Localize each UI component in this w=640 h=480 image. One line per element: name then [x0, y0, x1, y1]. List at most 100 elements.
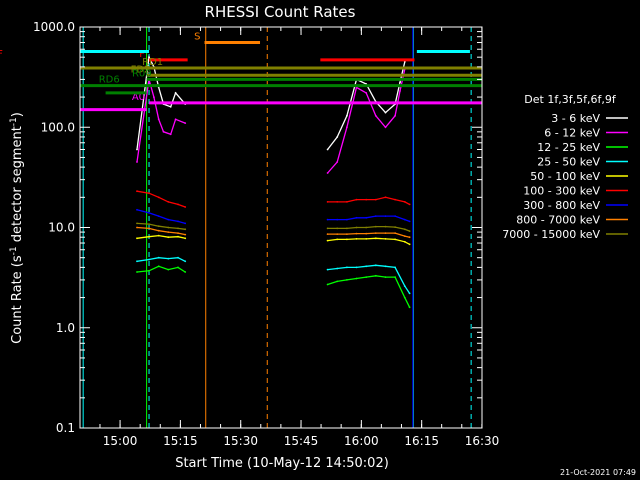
series-point-300-800-kev-6 — [184, 222, 187, 225]
legend-label-800-7000-kev: 800 - 7000 keV — [516, 214, 600, 227]
y-axis-label-sup1: -1 — [9, 246, 19, 255]
series-point-300-800-kev-14 — [394, 215, 396, 218]
series-line-50-100-kev-seg1 — [136, 234, 186, 239]
legend-label-12-25-kev: 12 - 25 keV — [537, 141, 600, 154]
series-800-7000-kev — [136, 226, 411, 239]
y-axis-label-end: ) — [10, 112, 25, 117]
series-point-3-6-kev-2 — [148, 56, 150, 59]
series-point-300-800-kev-12 — [374, 215, 377, 218]
x-tick-label: 16:00 — [344, 434, 379, 448]
series-point-800-7000-kev-15 — [403, 235, 406, 238]
series-point-300-800-kev-4 — [167, 218, 170, 221]
series-point-100-300-kev-16 — [408, 203, 411, 206]
state-label-a0: A0 — [132, 92, 145, 103]
series-point-25-50-kev-13 — [384, 265, 387, 268]
series-point-12-25-kev-15 — [403, 296, 406, 299]
series-point-12-25-kev-11 — [365, 276, 368, 278]
series-point-50-100-kev-13 — [384, 238, 387, 240]
series-point-100-300-kev-1 — [136, 190, 138, 193]
series-point-12-25-kev-13 — [384, 276, 387, 278]
series-point-300-800-kev-13 — [384, 215, 387, 218]
series-point-100-300-kev-9 — [346, 201, 348, 203]
series-point-50-100-kev-5 — [177, 235, 179, 238]
series-point-300-800-kev-11 — [365, 216, 368, 219]
x-tick-label: 15:15 — [163, 434, 198, 448]
y-tick-label: 1000.0 — [33, 20, 75, 34]
series-point-50-100-kev-15 — [403, 240, 406, 243]
series-100-300-kev — [136, 190, 411, 208]
series-point-800-7000-kev-9 — [346, 233, 348, 236]
series-point-300-800-kev-16 — [408, 220, 411, 223]
state-label-fd2: FD2 — [131, 64, 151, 75]
series-point-25-50-kev-16 — [408, 292, 411, 295]
legend-label-50-100-kev: 50 - 100 keV — [530, 170, 600, 183]
series-point-100-300-kev-6 — [184, 206, 187, 208]
series-point-50-100-kev-4 — [167, 236, 170, 239]
y-axis-label-main: Count Rate (s — [10, 255, 25, 344]
series-point-25-50-kev-11 — [365, 265, 368, 268]
series-line-7000-15000-kev-seg2 — [327, 225, 410, 232]
series-point-800-7000-kev-8 — [336, 233, 339, 236]
series-point-7000-15000-kev-5 — [177, 227, 179, 230]
series-point-300-800-kev-5 — [177, 220, 179, 223]
state-label-s: S — [194, 32, 200, 43]
series-point-25-50-kev-1 — [136, 260, 138, 263]
x-tick-label: 15:30 — [223, 434, 258, 448]
series-point-100-300-kev-13 — [384, 196, 387, 199]
y-tick-label: 1.0 — [56, 321, 75, 335]
series-point-50-100-kev-6 — [184, 237, 187, 240]
x-tick-label: 16:15 — [404, 434, 439, 448]
series-point-800-7000-kev-2 — [148, 227, 150, 230]
series-point-6-12-kev-10 — [336, 161, 339, 163]
series-point-6-12-kev-16 — [394, 114, 396, 117]
x-tick-label: 16:30 — [465, 434, 500, 448]
x-axis-label: Start Time (10-May-12 14:50:02) — [175, 456, 389, 471]
series-point-7000-15000-kev-3 — [157, 225, 160, 228]
series-point-25-50-kev-7 — [326, 268, 329, 271]
series-point-6-12-kev-1 — [136, 161, 138, 163]
series-point-50-100-kev-11 — [365, 238, 368, 240]
legend-label-6-12-kev: 6 - 12 keV — [544, 127, 600, 140]
series-point-50-100-kev-14 — [394, 238, 396, 241]
series-point-6-12-kev-7 — [174, 118, 177, 121]
series-point-25-50-kev-14 — [394, 266, 396, 269]
series-50-100-kev — [136, 234, 411, 246]
series-point-12-25-kev-3 — [157, 265, 160, 268]
series-point-800-7000-kev-10 — [355, 232, 358, 235]
series-point-25-50-kev-4 — [167, 257, 170, 260]
series-point-12-25-kev-6 — [184, 271, 187, 273]
series-point-7000-15000-kev-15 — [403, 228, 406, 231]
series-line-800-7000-kev-seg2 — [327, 232, 410, 238]
series-point-100-300-kev-2 — [148, 192, 150, 195]
series-point-6-12-kev-14 — [374, 114, 377, 117]
series-point-6-12-kev-3 — [153, 96, 155, 98]
series-point-6-12-kev-6 — [169, 133, 172, 136]
series-point-800-7000-kev-13 — [384, 232, 387, 235]
state-label-rd6: RD6 — [99, 75, 120, 86]
series-point-50-100-kev-10 — [355, 238, 358, 240]
series-line-12-25-kev-seg2 — [327, 275, 411, 308]
series-point-6-12-kev-15 — [384, 126, 387, 129]
series-line-300-800-kev-seg2 — [327, 215, 410, 223]
series-point-50-100-kev-7 — [326, 239, 329, 242]
y-tick-label: 100.0 — [41, 120, 75, 134]
series-point-50-100-kev-12 — [374, 237, 377, 240]
series-point-800-7000-kev-5 — [177, 232, 179, 235]
series-line-100-300-kev-seg1 — [136, 190, 186, 208]
series-point-800-7000-kev-14 — [394, 232, 396, 235]
series-point-7000-15000-kev-2 — [148, 223, 150, 226]
series-point-800-7000-kev-4 — [167, 231, 170, 234]
series-point-12-25-kev-7 — [326, 283, 329, 286]
plot-area: SFFRD1FD2R00RD6A0 — [0, 27, 482, 428]
series-point-25-50-kev-9 — [346, 266, 348, 269]
series-point-100-300-kev-8 — [336, 201, 339, 203]
series-point-800-7000-kev-11 — [365, 232, 368, 235]
series-point-12-25-kev-2 — [148, 269, 150, 272]
series-point-3-6-kev-17 — [399, 81, 401, 84]
series-point-25-50-kev-2 — [148, 258, 150, 261]
series-300-800-kev — [136, 208, 411, 225]
series-point-25-50-kev-3 — [157, 256, 160, 259]
series-point-7000-15000-kev-4 — [167, 226, 170, 229]
series-line-25-50-kev-seg1 — [136, 257, 186, 262]
series-point-50-100-kev-1 — [136, 237, 138, 240]
